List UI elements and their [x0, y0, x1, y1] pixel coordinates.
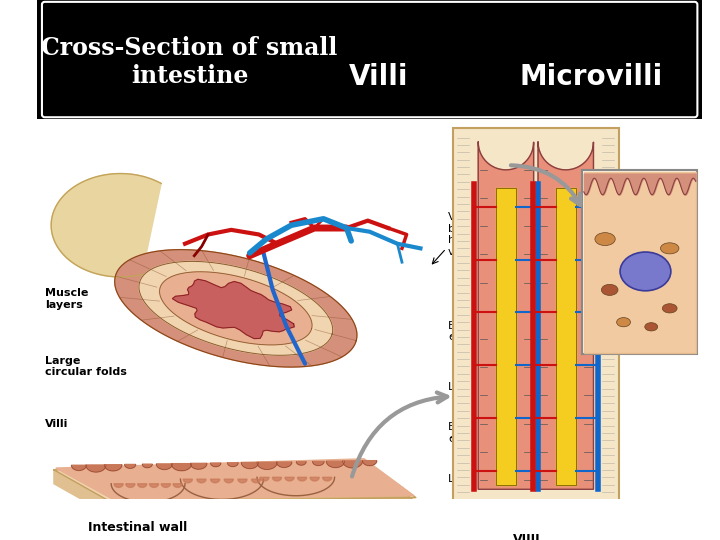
Polygon shape	[297, 462, 306, 465]
Polygon shape	[285, 477, 294, 481]
Ellipse shape	[616, 318, 631, 327]
Polygon shape	[310, 477, 319, 481]
Ellipse shape	[601, 285, 618, 295]
Polygon shape	[183, 479, 192, 483]
Bar	[37, 119, 702, 498]
Bar	[453, 129, 619, 540]
Polygon shape	[138, 484, 147, 488]
Polygon shape	[51, 173, 161, 277]
Polygon shape	[104, 465, 122, 471]
Text: Intestinal wall: Intestinal wall	[88, 521, 187, 534]
Text: Cross-Section of small
intestine: Cross-Section of small intestine	[42, 36, 338, 88]
Polygon shape	[210, 479, 220, 483]
Polygon shape	[297, 477, 307, 481]
Polygon shape	[173, 484, 182, 488]
Polygon shape	[496, 188, 516, 485]
Text: Villi: Villi	[45, 418, 68, 429]
Polygon shape	[260, 477, 269, 481]
Polygon shape	[343, 461, 363, 468]
Ellipse shape	[662, 303, 677, 313]
Polygon shape	[312, 462, 324, 465]
Polygon shape	[86, 465, 106, 472]
Text: VIIII: VIIII	[513, 532, 541, 540]
Text: Large
circular folds: Large circular folds	[45, 356, 127, 377]
Polygon shape	[114, 484, 123, 488]
Polygon shape	[114, 249, 357, 367]
Polygon shape	[54, 461, 416, 502]
Text: Epithelial
cells: Epithelial cells	[448, 321, 500, 342]
Polygon shape	[326, 461, 344, 468]
Polygon shape	[161, 484, 171, 488]
Polygon shape	[241, 463, 258, 469]
Text: Microvilli: Microvilli	[520, 63, 663, 91]
Polygon shape	[471, 525, 600, 540]
Polygon shape	[224, 479, 233, 483]
Polygon shape	[150, 484, 158, 488]
Polygon shape	[251, 479, 261, 483]
Polygon shape	[171, 464, 192, 471]
Polygon shape	[257, 462, 277, 469]
Polygon shape	[276, 462, 292, 468]
Polygon shape	[71, 465, 86, 470]
Polygon shape	[363, 461, 377, 465]
Text: Lacteal: Lacteal	[448, 474, 489, 484]
Polygon shape	[54, 470, 111, 516]
Polygon shape	[238, 479, 247, 483]
Bar	[37, 0, 702, 119]
Polygon shape	[172, 279, 294, 339]
Polygon shape	[323, 477, 332, 481]
Text: Vein carrying
blood to
hepatic portal
vessel: Vein carrying blood to hepatic portal ve…	[448, 212, 526, 257]
Ellipse shape	[645, 322, 657, 331]
Polygon shape	[143, 464, 152, 468]
Polygon shape	[272, 477, 282, 481]
Polygon shape	[139, 261, 333, 355]
Polygon shape	[211, 463, 221, 467]
Polygon shape	[126, 484, 135, 488]
Polygon shape	[538, 142, 593, 489]
Text: Blood
capillaries: Blood capillaries	[448, 422, 505, 444]
Text: Microvilli
(brush border): Microvilli (brush border)	[499, 196, 579, 218]
Bar	[582, 170, 698, 354]
Polygon shape	[584, 172, 696, 353]
Ellipse shape	[595, 233, 615, 246]
Polygon shape	[156, 464, 172, 469]
Text: Villi: Villi	[349, 63, 409, 91]
Polygon shape	[197, 479, 206, 483]
Text: Epithelial cells: Epithelial cells	[499, 354, 579, 364]
Polygon shape	[160, 272, 312, 345]
Text: Lumen: Lumen	[448, 382, 486, 392]
Polygon shape	[55, 459, 414, 500]
Polygon shape	[111, 461, 416, 516]
Ellipse shape	[620, 252, 671, 291]
Polygon shape	[190, 463, 207, 469]
Polygon shape	[478, 142, 534, 489]
Polygon shape	[228, 463, 238, 467]
Polygon shape	[556, 188, 576, 485]
Ellipse shape	[660, 243, 679, 254]
Polygon shape	[125, 464, 135, 468]
Text: Muscle
layers: Muscle layers	[45, 288, 88, 310]
